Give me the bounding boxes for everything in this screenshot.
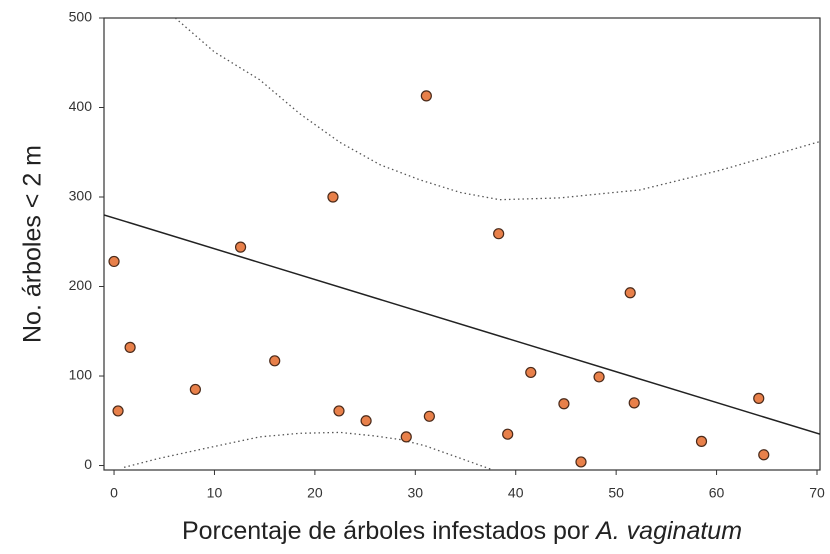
data-point xyxy=(758,449,770,461)
data-point xyxy=(593,371,605,383)
prediction-band xyxy=(123,431,491,470)
x-tick-label: 0 xyxy=(110,485,118,501)
y-tick-label: 300 xyxy=(69,188,93,204)
data-point xyxy=(327,191,339,203)
data-point xyxy=(333,405,345,417)
x-tick-label: 10 xyxy=(207,485,223,501)
data-point xyxy=(189,383,201,396)
y-axis-title: No. árboles < 2 m xyxy=(19,145,47,343)
data-point xyxy=(493,228,505,240)
x-tick-label: 20 xyxy=(307,485,323,501)
data-point xyxy=(400,431,412,443)
x-tick-label: 60 xyxy=(709,485,725,501)
x-axis-title: Porcentaje de árboles infestados por A. … xyxy=(182,517,742,545)
data-point xyxy=(420,90,432,102)
data-point xyxy=(234,241,247,253)
x-tick-label: 70 xyxy=(809,485,825,501)
regression-line xyxy=(104,214,820,435)
data-point xyxy=(558,398,570,410)
data-point xyxy=(575,456,587,468)
y-tick-label: 0 xyxy=(84,456,92,472)
x-axis-title-italic: A. vaginatum xyxy=(594,517,742,545)
data-point xyxy=(112,405,124,417)
data-point xyxy=(624,287,636,299)
x-tick-label: 50 xyxy=(608,485,624,501)
y-tick-label: 500 xyxy=(69,9,93,25)
y-tick-label: 100 xyxy=(69,367,93,383)
prediction-band xyxy=(174,18,820,201)
x-tick-label: 40 xyxy=(508,485,524,501)
data-point xyxy=(108,255,120,268)
data-point xyxy=(695,435,708,447)
y-tick-label: 400 xyxy=(69,98,93,114)
data-point xyxy=(269,355,281,367)
data-point xyxy=(628,397,640,409)
x-axis-title-text: Porcentaje de árboles infestados por xyxy=(182,517,596,545)
data-point xyxy=(124,341,136,353)
data-point xyxy=(525,366,537,379)
plot-frame xyxy=(103,17,821,471)
data-point xyxy=(502,428,514,440)
y-tick-label: 200 xyxy=(69,277,93,293)
data-point xyxy=(423,410,435,422)
plot-area xyxy=(104,18,820,470)
x-tick-label: 30 xyxy=(408,485,424,501)
data-point xyxy=(360,415,372,427)
data-point xyxy=(753,392,765,404)
